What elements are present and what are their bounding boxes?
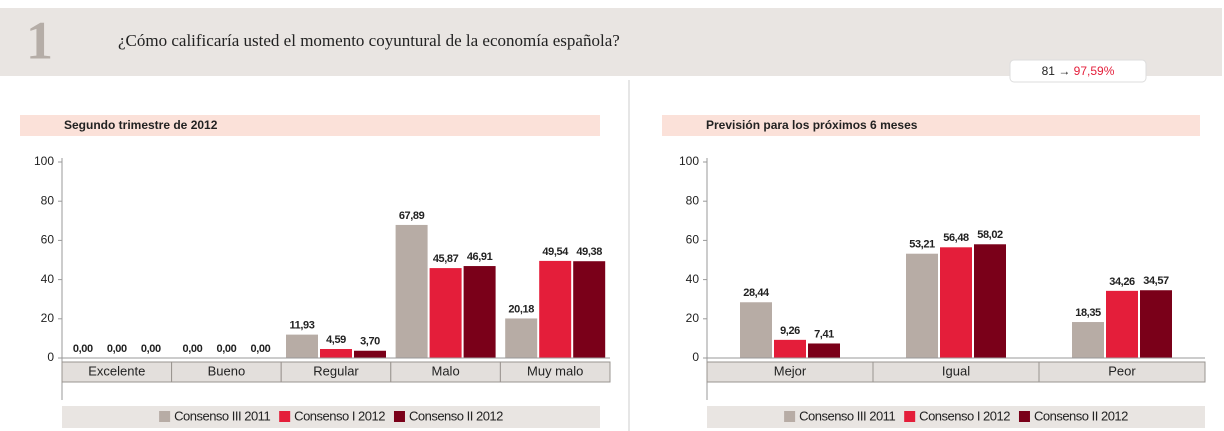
value-label: 3,70 [360, 336, 380, 348]
legend-label: Consenso I 2012 [294, 408, 385, 423]
bar [808, 343, 840, 358]
legend-label: Consenso I 2012 [919, 408, 1010, 423]
x-tick-label: Excelente [88, 363, 145, 378]
bar [573, 261, 606, 358]
bar [1072, 322, 1104, 358]
y-tick-label: 100 [679, 154, 699, 168]
x-tick-label: Regular [313, 363, 359, 378]
legend-label: Consenso III 2011 [799, 408, 895, 423]
value-label: 28,44 [743, 287, 770, 299]
legend-band [707, 406, 1205, 428]
value-label: 20,18 [508, 303, 534, 315]
bar [395, 224, 428, 358]
y-tick-label: 80 [41, 193, 55, 207]
y-tick-label: 100 [34, 154, 54, 168]
legend: Consenso III 2011 Consenso I 2012 Consenso… [159, 408, 504, 423]
value-label: 46,91 [467, 251, 493, 263]
bar [539, 260, 572, 358]
value-label: 7,41 [814, 328, 834, 340]
bar [1140, 290, 1172, 358]
value-label: 53,21 [909, 239, 935, 251]
legend-label: Consenso II 2012 [409, 408, 503, 423]
legend-label: Consenso II 2012 [1034, 408, 1128, 423]
value-label: 34,57 [1143, 275, 1169, 287]
legend-band [62, 406, 600, 428]
value-label: 9,26 [780, 325, 800, 337]
badge-arrow: → [1058, 64, 1070, 78]
badge: 81 → 97,59% [1042, 64, 1115, 78]
value-label: 0,00 [141, 343, 161, 355]
legend-swatch [159, 411, 171, 422]
legend-swatch [393, 411, 405, 422]
value-label: 18,35 [1075, 307, 1101, 319]
y-tick-label: 80 [686, 193, 700, 207]
value-label: 0,00 [182, 343, 202, 355]
legend-swatch [904, 411, 916, 422]
bar [974, 244, 1006, 358]
x-tick-label: Peor [1108, 363, 1136, 378]
y-tick-label: 0 [692, 350, 699, 364]
y-tick-label: 20 [41, 311, 55, 325]
value-label: 58,02 [977, 229, 1003, 241]
badge-box [1009, 59, 1147, 83]
y-tick-label: 60 [686, 233, 700, 247]
x-tick-label: Malo [432, 363, 460, 378]
x-tick-label: Muy malo [527, 363, 583, 378]
legend-swatch [279, 411, 291, 422]
bar [354, 350, 386, 358]
value-label: 0,00 [216, 343, 236, 355]
bar [320, 349, 352, 358]
legend-swatch [784, 411, 796, 422]
y-tick-label: 60 [41, 233, 55, 247]
chart-title: Segundo trimestre de 2012 [64, 118, 218, 132]
y-tick-label: 40 [41, 272, 55, 286]
value-label: 56,48 [943, 232, 969, 244]
chart-title: Previsión para los próximos 6 meses [706, 118, 918, 132]
question-text: ¿Cómo calificaría usted el momento coyun… [118, 31, 620, 50]
bar [906, 253, 938, 358]
category-cell [1038, 361, 1206, 383]
chart-title-band [20, 115, 600, 136]
value-label: 49,54 [542, 246, 569, 258]
value-label: 49,38 [576, 246, 602, 258]
bar [286, 334, 318, 358]
value-label: 0,00 [250, 343, 270, 355]
bar [1106, 290, 1138, 358]
value-label: 0,00 [73, 343, 93, 355]
x-tick-label: Igual [942, 363, 970, 378]
badge-count: 81 [1042, 64, 1056, 78]
value-label: 4,59 [326, 334, 346, 346]
x-tick-label: Bueno [208, 363, 246, 378]
chart-title-band [662, 115, 1200, 136]
value-label: 11,93 [290, 320, 315, 332]
value-label: 0,00 [107, 343, 127, 355]
legend: Consenso III 2011 Consenso I 2012 Consenso… [784, 408, 1129, 423]
bar [740, 302, 772, 358]
value-label: 45,87 [433, 253, 459, 265]
y-tick-label: 0 [47, 350, 54, 364]
bar [774, 339, 806, 358]
badge-percent: 97,59% [1074, 64, 1115, 78]
bar [940, 247, 972, 358]
x-tick-label: Mejor [774, 363, 807, 378]
value-label: 34,26 [1109, 276, 1135, 288]
y-tick-label: 40 [686, 272, 700, 286]
legend-swatch [1018, 411, 1030, 422]
y-tick-label: 20 [686, 311, 700, 325]
category-cell [499, 361, 611, 383]
legend-label: Consenso III 2011 [174, 408, 270, 423]
bar [463, 266, 496, 358]
question-number: 1 [26, 10, 53, 70]
bar [429, 268, 462, 358]
value-label: 67,89 [399, 210, 425, 222]
bar [505, 318, 538, 358]
